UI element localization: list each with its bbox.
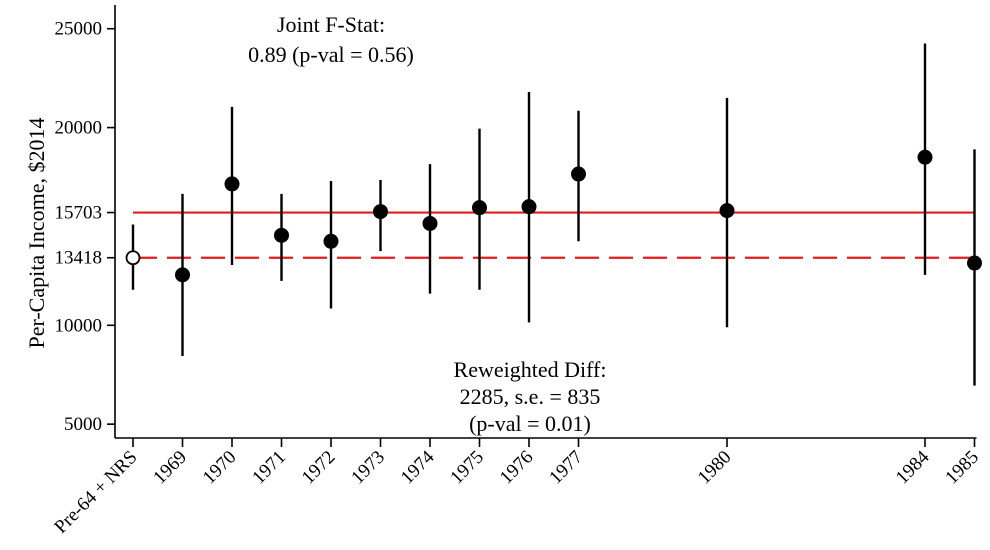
- axes: [114, 5, 977, 439]
- data-point: [422, 215, 438, 231]
- x-tick-label: 1973: [347, 447, 389, 489]
- data-point: [175, 267, 190, 283]
- x-tick-label: 1980: [694, 447, 736, 489]
- y-tick-label: 10000: [55, 315, 103, 336]
- data-point: [571, 166, 586, 182]
- x-tick-label: Pre-64 + NRS: [50, 447, 141, 538]
- x-tick-label: 1984: [892, 446, 934, 488]
- data-point: [967, 255, 982, 271]
- x-tick-label: 1971: [248, 447, 290, 489]
- y-ticks: 5000 10000 13418 15703 20000 25000: [55, 19, 115, 435]
- bottom-annotation-line-3: (p-val = 0.01): [469, 411, 591, 436]
- top-annotation-line-2: 0.89 (p-val = 0.56): [248, 42, 414, 67]
- data-point: [224, 176, 240, 192]
- y-tick-label: 20000: [55, 118, 103, 139]
- data-point: [274, 227, 289, 243]
- x-tick-label: 1972: [298, 447, 340, 489]
- x-tick-label: 1974: [397, 446, 439, 488]
- x-tick-label: 1970: [199, 447, 241, 489]
- bottom-annotation-line-1: Reweighted Diff:: [454, 357, 607, 382]
- data-points: [125, 43, 982, 386]
- x-tick-label: 1977: [545, 447, 587, 489]
- y-tick-label: 25000: [55, 19, 103, 40]
- bottom-annotation-line-2: 2285, s.e. = 835: [460, 384, 601, 409]
- data-point: [373, 204, 388, 220]
- data-point: [323, 233, 339, 249]
- data-point: [521, 199, 537, 215]
- reference-lines: [133, 211, 975, 259]
- x-tick-label: 1976: [496, 447, 538, 489]
- y-tick-label: 15703: [55, 203, 103, 224]
- x-tick-label: 1975: [446, 447, 488, 489]
- y-tick-label: 13418: [55, 248, 103, 269]
- data-point: [917, 149, 933, 165]
- data-point: [719, 203, 735, 219]
- x-ticks: Pre-64 + NRS 1969 1970 1971 1972 1973 1974 1975…: [50, 438, 983, 538]
- data-point: [472, 200, 487, 216]
- x-tick-label: 1969: [149, 447, 191, 489]
- data-point-open: [125, 250, 141, 266]
- top-annotation-line-1: Joint F-Stat:: [277, 12, 385, 37]
- y-axis-label: Per-Capita Income, $2014: [24, 117, 49, 348]
- y-tick-label: 5000: [64, 414, 102, 435]
- x-tick-label: 1985: [941, 447, 983, 489]
